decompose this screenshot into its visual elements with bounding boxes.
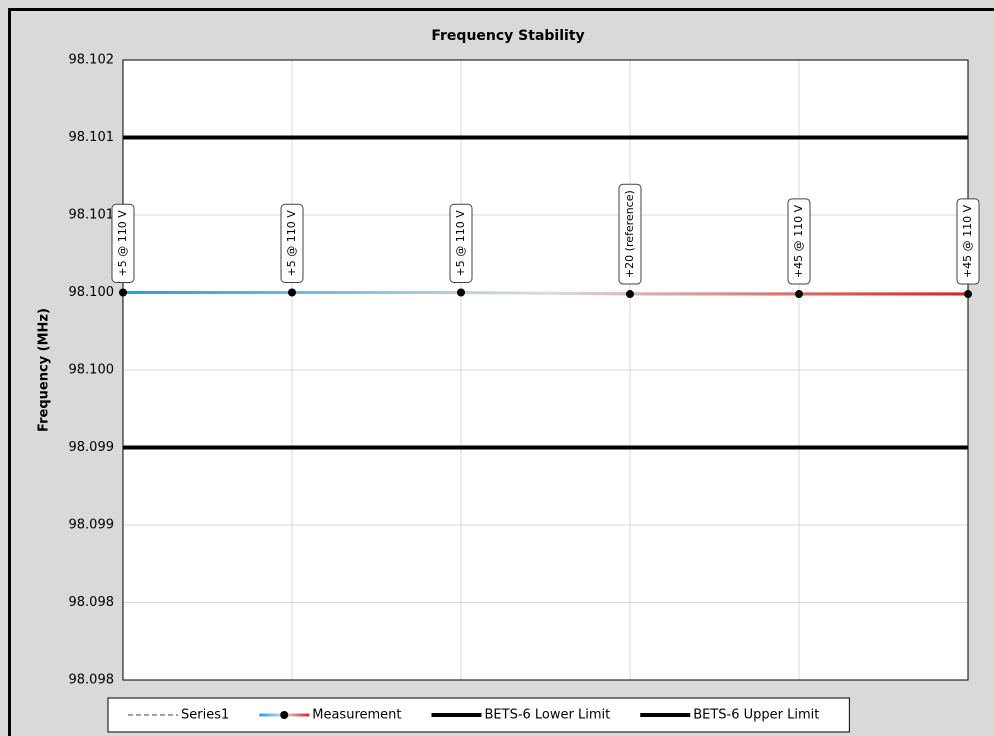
y-tick-label: 98.099: [69, 440, 115, 455]
y-tick-label: 98.098: [69, 595, 115, 610]
data-label-box: [956, 198, 980, 285]
y-tick-label: 98.100: [69, 285, 115, 300]
data-label-box: [449, 203, 473, 283]
legend-marker: [280, 711, 289, 719]
data-label-text: +5 @ 110 V: [454, 210, 467, 277]
data-point: [288, 288, 296, 297]
data-label-box: [618, 183, 642, 285]
data-label-text: +45 @ 110 V: [961, 204, 974, 278]
chart-frame: [8, 8, 994, 736]
data-label: +5 @ 110 V: [449, 203, 473, 283]
data-label: +45 @ 110 V: [787, 198, 811, 285]
series-line: [123, 291, 968, 296]
y-tick-label: 98.099: [69, 518, 115, 533]
data-label: +5 @ 110 V: [111, 203, 135, 283]
data-point: [795, 290, 803, 299]
data-label-box: [787, 198, 811, 285]
y-axis-title: Frequency (MHz): [37, 308, 52, 432]
legend-label: BETS-6 Upper Limit: [693, 708, 819, 723]
legend-label: Series1: [181, 708, 229, 723]
data-point: [626, 290, 634, 299]
data-label: +45 @ 110 V: [956, 198, 980, 285]
y-tick-label: 98.101: [69, 130, 115, 145]
data-label-box: [280, 203, 304, 283]
y-tick-label: 98.100: [69, 363, 115, 378]
legend-label: BETS-6 Lower Limit: [485, 708, 611, 723]
data-label-text: +5 @ 110 V: [285, 210, 298, 277]
y-tick-label: 98.098: [69, 673, 115, 688]
data-label: +20 (reference): [618, 183, 642, 285]
data-point: [457, 288, 465, 297]
data-point: [964, 290, 972, 299]
data-label: +5 @ 110 V: [280, 203, 304, 283]
legend-label: Measurement: [312, 708, 401, 723]
y-tick-label: 98.101: [69, 208, 115, 223]
y-tick-label: 98.102: [69, 53, 115, 68]
data-label-text: +5 @ 110 V: [116, 210, 129, 277]
chart-title: Frequency Stability: [431, 28, 584, 44]
data-label-text: +20 (reference): [623, 190, 636, 278]
data-label-text: +45 @ 110 V: [792, 204, 805, 278]
data-point: [119, 288, 127, 297]
plot-border: [122, 59, 969, 681]
data-label-box: [111, 203, 135, 283]
